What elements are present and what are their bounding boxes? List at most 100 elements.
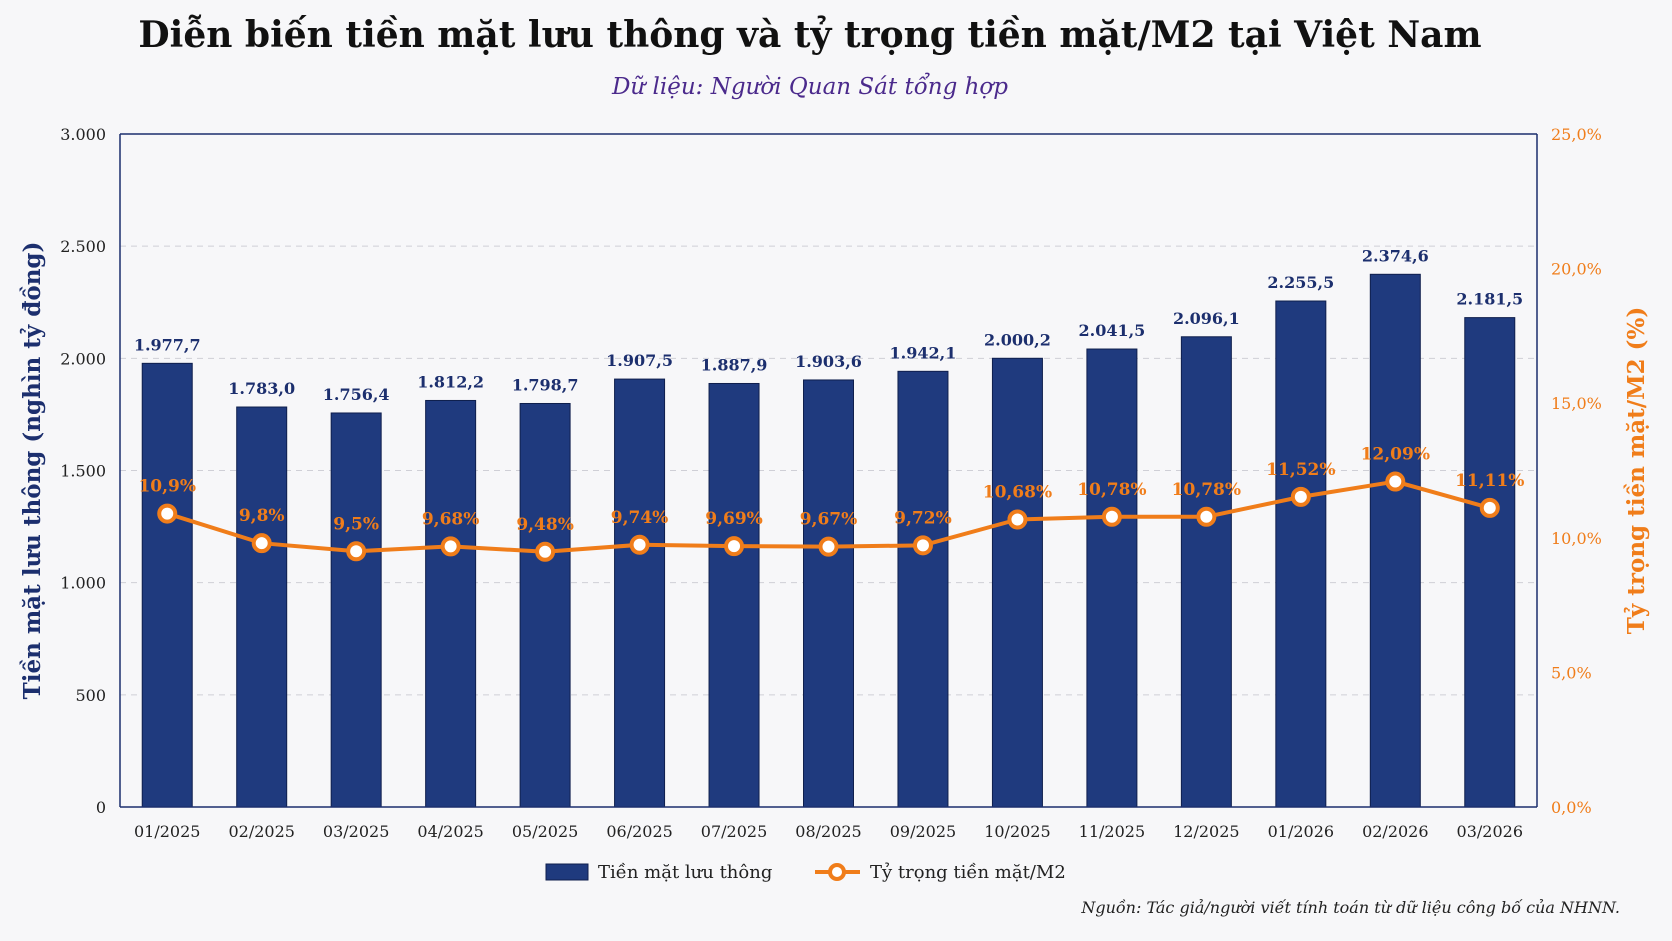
line-point: [629, 534, 650, 555]
line-point: [440, 536, 461, 557]
line-point: [818, 536, 839, 557]
axes: 0 500 1.000 1.500 2.000 2.500 3.000 0,0% 5,0% 10,…: [19, 125, 1650, 841]
chart-subtitle: Dữ liệu: Người Quan Sát tổng hợp: [611, 74, 1008, 100]
y-tick-label: 2.000: [60, 349, 106, 368]
line-value-label: 12,09%: [1361, 445, 1430, 465]
source-note: Nguồn: Tác giả/người viết tính toán từ d…: [1081, 898, 1620, 917]
y-tick-label: 2.500: [60, 237, 106, 256]
line-value-label: 9,8%: [239, 506, 285, 526]
bar: [425, 399, 477, 808]
legend-line-label: Tỷ trọng tiền mặt/M2: [870, 862, 1066, 883]
line-value-label: 9,74%: [611, 508, 669, 528]
bar-value-label: 2.181,5: [1456, 290, 1523, 309]
line-value-label: 11,52%: [1266, 460, 1335, 480]
bar: [803, 379, 854, 808]
line-point: [1290, 486, 1311, 507]
x-tick-label: 07/2025: [701, 822, 767, 841]
x-tick-label: 03/2026: [1457, 822, 1523, 841]
line-value-label: 9,67%: [800, 510, 858, 530]
legend-bar-swatch: [545, 863, 589, 881]
x-tick-label: 09/2025: [890, 822, 956, 841]
bar: [708, 382, 760, 808]
line-value-label: 10,68%: [983, 482, 1052, 502]
line-value-label: 10,78%: [1077, 480, 1146, 500]
bar: [1180, 336, 1232, 808]
bar: [1275, 300, 1327, 808]
x-tick-label: 10/2025: [984, 822, 1050, 841]
bar-series: [141, 273, 1516, 808]
line-point: [157, 503, 178, 524]
bar: [614, 378, 666, 808]
y2-tick-label: 20,0%: [1551, 260, 1602, 279]
y2-tick-label: 10,0%: [1551, 529, 1602, 548]
y2-tick-label: 15,0%: [1551, 394, 1602, 413]
bar-labels: 1.977,7 1.783,0 1.756,4 1.812,2 1.798,7 1.907…: [134, 246, 1523, 404]
x-tick-label: 01/2025: [134, 822, 200, 841]
y2-tick-label: 5,0%: [1551, 663, 1592, 682]
bar-value-label: 1.812,2: [417, 372, 484, 391]
x-tick-label: 01/2026: [1268, 822, 1334, 841]
bar-value-label: 1.798,7: [512, 375, 579, 394]
line-value-label: 9,69%: [705, 509, 763, 529]
line-point: [1007, 509, 1028, 530]
bar: [519, 402, 571, 808]
y2-tick-label: 0,0%: [1551, 798, 1592, 817]
x-tick-label: 08/2025: [795, 822, 861, 841]
bar-value-label: 1.903,6: [795, 352, 862, 371]
x-tick-label: 03/2025: [323, 822, 389, 841]
chart-title: Diễn biến tiền mặt lưu thông và tỷ trọng…: [138, 14, 1482, 56]
line-point: [1479, 497, 1500, 518]
y2-axis-title: Tỷ trọng tiền mặt/M2 (%): [1623, 307, 1650, 634]
bar-value-label: 2.096,1: [1173, 309, 1240, 328]
bar-value-label: 1.756,4: [323, 385, 390, 404]
bar-value-label: 2.041,5: [1078, 321, 1145, 340]
line-labels: 10,9% 9,8% 9,5% 9,68% 9,48% 9,74% 9,69% 9,67% 9,…: [138, 445, 1524, 535]
bar: [1369, 273, 1421, 808]
bar-value-label: 1.907,5: [606, 351, 673, 370]
bar: [330, 412, 382, 808]
legend: Tiền mặt lưu thông Tỷ trọng tiền mặt/M2: [545, 862, 1066, 883]
line-point: [1196, 506, 1217, 527]
y-tick-label: 0: [96, 798, 106, 817]
legend-line-marker: [828, 863, 846, 881]
x-tick-label: 12/2025: [1173, 822, 1239, 841]
line-value-label: 9,48%: [516, 515, 574, 535]
y-tick-label: 1.500: [60, 462, 106, 481]
line-value-label: 10,9%: [138, 477, 196, 497]
line-value-label: 10,78%: [1172, 480, 1241, 500]
x-tick-label: 02/2025: [228, 822, 294, 841]
line-point: [346, 541, 367, 562]
bar-value-label: 2.374,6: [1362, 246, 1429, 265]
line-series: [157, 471, 1500, 562]
bar: [1464, 317, 1516, 808]
bar-value-label: 2.000,2: [984, 330, 1051, 349]
bar: [897, 370, 949, 808]
bar: [1086, 348, 1138, 808]
bar-value-label: 1.977,7: [134, 335, 201, 354]
y-tick-label: 1.000: [60, 574, 106, 593]
x-tick-label: 11/2025: [1079, 822, 1145, 841]
bar: [991, 357, 1043, 808]
bar: [236, 406, 288, 808]
y2-tick-label: 25,0%: [1551, 125, 1602, 144]
line-point: [1101, 506, 1122, 527]
line-point: [1385, 471, 1406, 492]
line-point: [535, 541, 556, 562]
line-point: [724, 536, 745, 557]
line-point: [912, 535, 933, 556]
bar-value-label: 1.942,1: [890, 343, 957, 362]
y-axis-title: Tiền mặt lưu thông (nghìn tỷ đồng): [19, 242, 46, 700]
y-tick-label: 500: [75, 686, 106, 705]
x-tick-label: 04/2025: [417, 822, 483, 841]
line-value-label: 9,72%: [894, 508, 952, 528]
bar-value-label: 1.887,9: [701, 355, 768, 374]
bar-value-label: 1.783,0: [228, 379, 295, 398]
line-value-label: 11,11%: [1455, 471, 1524, 491]
y-tick-label: 3.000: [60, 125, 106, 144]
x-tick-label: 02/2026: [1362, 822, 1428, 841]
line-value-label: 9,5%: [333, 514, 379, 534]
legend-bar-label: Tiền mặt lưu thông: [598, 862, 772, 883]
bar-value-label: 2.255,5: [1267, 273, 1334, 292]
line-value-label: 9,68%: [422, 509, 480, 529]
